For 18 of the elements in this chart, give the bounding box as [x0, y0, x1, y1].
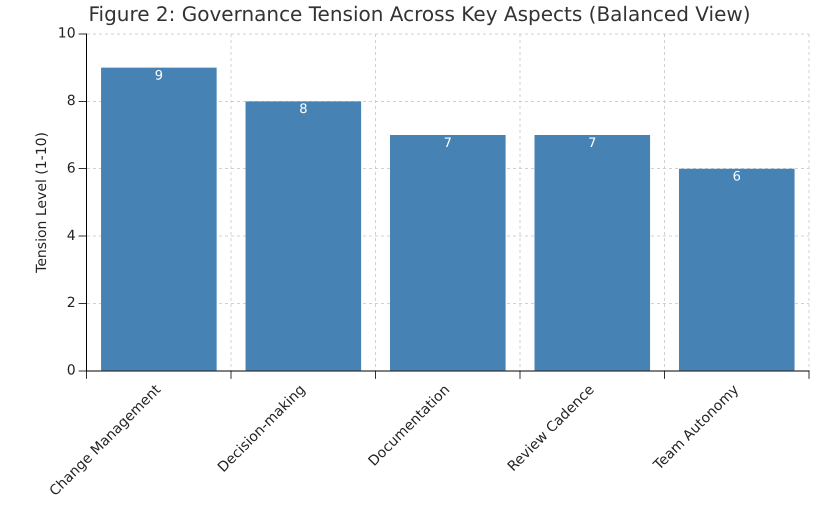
bar: [678, 168, 795, 370]
data-label: 7: [444, 136, 452, 151]
y-axis-title: Tension Level (1-10): [34, 132, 50, 274]
y-tick-label: 4: [66, 228, 76, 244]
chart-title: Figure 2: Governance Tension Across Key Aspects (Balanced View): [88, 2, 751, 26]
data-label: 6: [732, 170, 741, 185]
bar: [246, 101, 362, 370]
bar: [534, 135, 650, 370]
data-label: 9: [154, 68, 163, 84]
y-tick-label: 6: [66, 160, 76, 176]
data-label: 8: [299, 102, 308, 118]
bar: [390, 135, 506, 370]
y-tick-label: 10: [58, 26, 76, 42]
bar: [101, 68, 217, 370]
y-tick-label: 0: [66, 362, 76, 378]
data-label: 7: [588, 136, 596, 151]
y-tick-label: 8: [66, 93, 76, 110]
y-tick-label: 2: [66, 295, 76, 312]
